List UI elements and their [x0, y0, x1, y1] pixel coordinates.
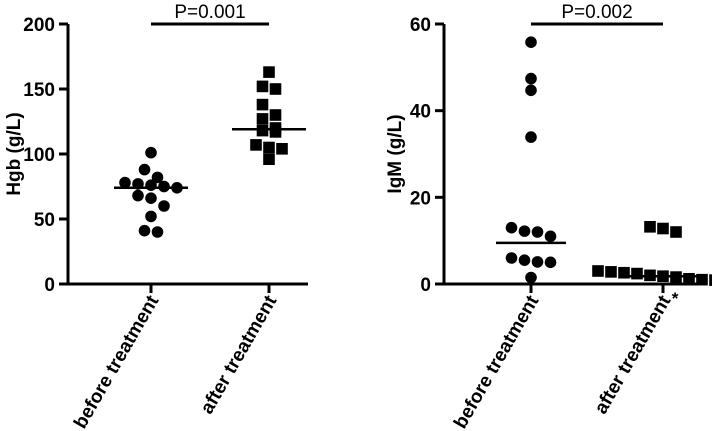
data-point	[119, 176, 131, 189]
data-point	[518, 254, 531, 266]
data-point	[158, 200, 170, 212]
y-tick-label: 20	[410, 188, 431, 209]
data-point	[531, 226, 544, 238]
data-point	[263, 141, 275, 154]
data-point	[276, 143, 288, 155]
data-point	[525, 131, 537, 143]
category-label: before treatment	[70, 291, 163, 431]
igm-panel: 0 20 40 60 IgM (g/L) before treatment after tr…	[385, 2, 712, 431]
data-point	[151, 226, 164, 238]
data-point	[605, 266, 617, 278]
data-point	[525, 271, 537, 284]
hgb-panel: 0 50 100 150 200 Hgb (g/L) before treatment aft…	[4, 2, 308, 431]
p-value-label: P=0.001	[174, 2, 245, 23]
data-point	[709, 274, 712, 286]
y-tick-label: 150	[23, 80, 55, 101]
data-point	[644, 221, 656, 233]
data-point	[525, 36, 537, 48]
y-tick-label: 0	[44, 275, 55, 296]
data-point	[145, 210, 157, 223]
p-value-label: P=0.002	[561, 2, 632, 23]
data-point	[683, 273, 695, 285]
data-point	[518, 225, 531, 237]
category-footnote-mark: *	[672, 289, 679, 308]
data-point	[269, 109, 282, 121]
data-point	[592, 265, 604, 277]
category-label: before treatment	[450, 291, 543, 431]
data-point	[145, 192, 157, 204]
y-axis-label: Hgb (g/L)	[4, 112, 25, 195]
data-point	[544, 256, 557, 269]
data-point	[505, 252, 518, 264]
y-axis-label: IgM (g/L)	[385, 114, 406, 193]
data-point	[631, 267, 643, 280]
data-point	[250, 139, 262, 151]
data-point	[269, 83, 282, 95]
data-point	[670, 226, 682, 238]
data-point	[263, 153, 275, 165]
data-point	[145, 179, 157, 191]
data-point	[151, 171, 164, 184]
data-point	[657, 222, 669, 235]
data-point	[525, 72, 537, 85]
data-point	[618, 266, 630, 279]
data-point	[256, 113, 269, 125]
data-point	[525, 84, 537, 97]
data-point	[132, 189, 144, 202]
data-point	[145, 146, 157, 159]
y-tick-label: 50	[34, 210, 55, 231]
y-tick-label: 200	[23, 15, 55, 36]
data-point	[138, 224, 151, 237]
data-point	[269, 126, 282, 138]
data-point	[696, 273, 708, 286]
category-label: after treatment	[197, 291, 282, 417]
y-tick-label: 100	[23, 145, 55, 166]
data-point	[263, 66, 275, 78]
y-tick-label: 40	[410, 102, 431, 123]
data-point	[256, 98, 269, 111]
y-tick-label: 0	[420, 275, 431, 296]
category-label: after treatment	[591, 291, 676, 417]
data-point	[256, 124, 269, 137]
data-point	[544, 230, 557, 243]
data-point	[138, 163, 151, 176]
data-point	[158, 180, 170, 193]
y-tick-label: 60	[410, 15, 431, 36]
data-point	[531, 256, 544, 268]
data-point	[505, 221, 518, 234]
data-point	[256, 80, 269, 93]
